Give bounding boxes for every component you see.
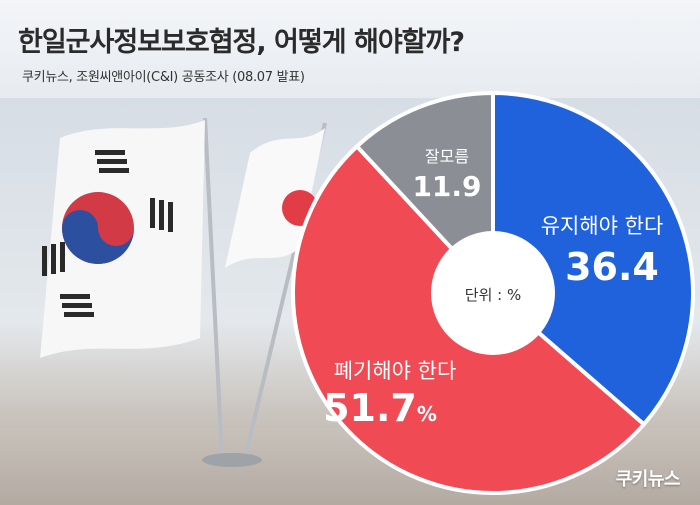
brand-logo: 쿠키뉴스 [615,469,681,490]
unit-label: 단위 : % [465,286,521,304]
flag-stand-base [202,453,262,467]
slice-label-maintain: 유지해야 한다 [541,214,664,238]
header: 한일군사정보보호협정, 어떻게 해야할까? 쿠키뉴스, 조원씨앤아이(C&I) … [0,0,700,98]
slice-value-abolish: 51.7% [323,386,437,430]
slice-value-maintain: 36.4 [565,245,659,289]
slice-value-abolish-number: 51.7 [323,386,417,430]
slice-label-unknown: 잘모름 [425,147,469,166]
korea-flag-icon [40,117,224,459]
page-title: 한일군사정보보호협정, 어떻게 해야할까? [18,27,465,58]
flags-illustration [40,117,327,467]
slice-value-unknown: 11.9 [412,170,481,203]
donut-hole [431,231,555,355]
japan-flag-icon [225,122,327,459]
slice-maintain [491,90,695,428]
slice-label-abolish: 폐기해야 한다 [334,359,457,383]
source-subtitle: 쿠키뉴스, 조원씨앤아이(C&I) 공동조사 (08.07 발표) [22,70,305,85]
slice-value-abolish-suffix: % [417,402,437,426]
